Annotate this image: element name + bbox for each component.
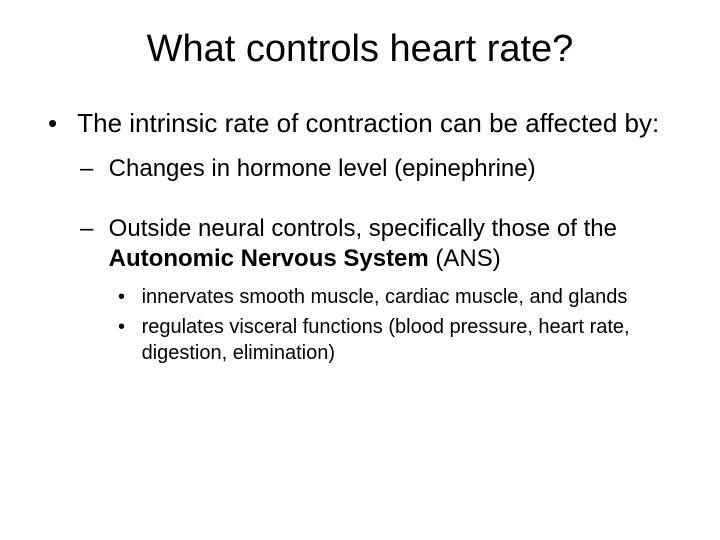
bullet-level1: • The intrinsic rate of contraction can …	[48, 107, 680, 140]
bullet-level2-text: Outside neural controls, specifically th…	[109, 214, 669, 274]
bullet-level3: • innervates smooth muscle, cardiac musc…	[118, 284, 680, 310]
text-post: (ANS)	[429, 245, 501, 272]
bullet-dot-icon: •	[48, 107, 70, 140]
bullet-level1-text: The intrinsic rate of contraction can be…	[77, 107, 667, 140]
bullet-level2-text: Changes in hormone level (epinephrine)	[109, 154, 669, 184]
dash-icon: –	[80, 154, 102, 184]
slide-title: What controls heart rate?	[40, 28, 680, 71]
text-bold: Autonomic Nervous System	[109, 245, 429, 272]
text-pre: Outside neural controls, specifically th…	[109, 215, 617, 242]
dash-icon: –	[80, 214, 102, 244]
bullet-level3-text: innervates smooth muscle, cardiac muscle…	[142, 284, 662, 310]
bullet-level3-text: regulates visceral functions (blood pres…	[142, 314, 662, 366]
bullet-dot-icon: •	[118, 314, 136, 340]
bullet-dot-icon: •	[118, 284, 136, 310]
bullet-level2: – Changes in hormone level (epinephrine)	[80, 154, 680, 184]
bullet-level2: – Outside neural controls, specifically …	[80, 214, 680, 274]
bullet-level3: • regulates visceral functions (blood pr…	[118, 314, 680, 366]
